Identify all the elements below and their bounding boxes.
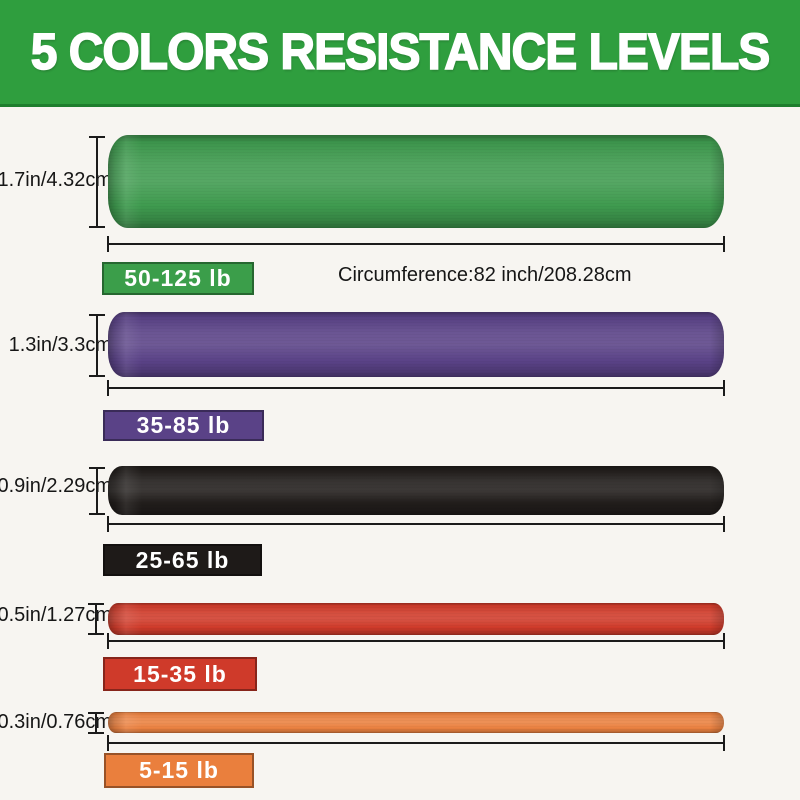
width-line-purple: [107, 380, 725, 396]
width-line-red: [107, 633, 725, 649]
measure-line: [107, 640, 725, 642]
band-graphic-purple: [108, 312, 724, 377]
thickness-label-green: 1.7in/4.32cm: [0, 169, 112, 191]
circumference-note: Circumference:82 inch/208.28cm: [338, 264, 632, 286]
bracket-line: [96, 314, 98, 377]
header-title: 5 COLORS RESISTANCE LEVELS: [30, 23, 771, 81]
band-graphic-green: [108, 135, 724, 228]
width-line-orange: [107, 735, 725, 751]
bracket-line: [96, 467, 98, 515]
measure-line: [107, 523, 725, 525]
thickness-label-orange: 0.3in/0.76cm: [0, 711, 112, 733]
bracket-line: [96, 136, 98, 228]
height-bracket-orange: [88, 712, 104, 734]
measure-line: [107, 243, 725, 245]
width-line-black: [107, 516, 725, 532]
bracket-line: [95, 712, 97, 734]
measure-line: [107, 742, 725, 744]
width-line-green: [107, 236, 725, 252]
height-bracket-green: [89, 136, 105, 228]
bracket-line: [95, 603, 97, 635]
height-bracket-black: [89, 467, 105, 515]
weight-badge-black: 25-65 lb: [103, 544, 262, 576]
weight-badge-orange: 5-15 lb: [104, 753, 254, 788]
weight-badge-red: 15-35 lb: [103, 657, 257, 691]
band-graphic-orange: [108, 712, 724, 733]
weight-badge-purple: 35-85 lb: [103, 410, 264, 441]
height-bracket-purple: [89, 314, 105, 377]
header-banner: 5 COLORS RESISTANCE LEVELS: [0, 0, 800, 107]
band-graphic-black: [108, 466, 724, 515]
thickness-label-black: 0.9in/2.29cm: [0, 475, 112, 497]
band-graphic-red: [108, 603, 724, 635]
thickness-label-purple: 1.3in/3.3cm: [8, 334, 112, 356]
weight-badge-green: 50-125 lb: [102, 262, 254, 295]
height-bracket-red: [88, 603, 104, 635]
measure-line: [107, 387, 725, 389]
thickness-label-red: 0.5in/1.27cm: [0, 604, 112, 626]
